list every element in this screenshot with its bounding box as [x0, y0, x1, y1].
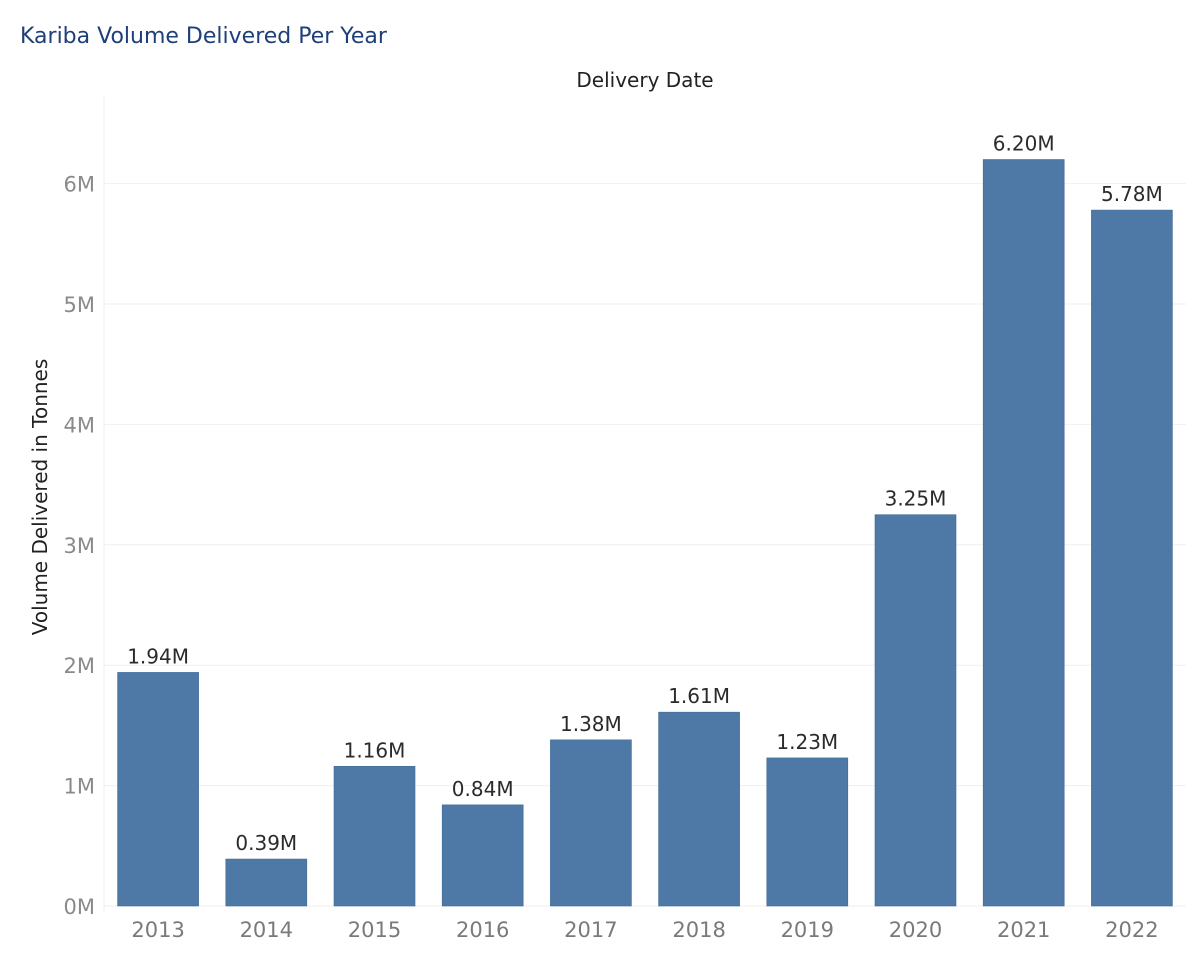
y-tick-label: 1M: [64, 775, 95, 799]
data-label: 5.78M: [1101, 182, 1163, 206]
y-axis: 0M 1M 2M 3M 4M 5M 6M: [64, 173, 95, 919]
data-label: 6.20M: [993, 132, 1055, 156]
bar-2019[interactable]: [766, 757, 849, 907]
y-tick-label: 4M: [64, 413, 95, 437]
bar-2022[interactable]: [1091, 209, 1173, 907]
y-tick-label: 5M: [64, 293, 95, 317]
data-label: 1.23M: [776, 730, 838, 754]
x-tick-label: 2014: [240, 918, 293, 942]
data-label: 1.38M: [560, 712, 622, 736]
data-label: 1.16M: [344, 738, 406, 762]
bar-2014[interactable]: [225, 858, 308, 907]
bar-2018[interactable]: [658, 711, 740, 907]
data-labels: 1.94M 0.39M 1.16M 0.84M 1.38M 1.61M 1.23M 3.25M…: [127, 132, 1163, 856]
x-tick-label: 2017: [564, 918, 617, 942]
y-tick-label: 3M: [64, 534, 95, 558]
data-label: 0.39M: [235, 831, 297, 855]
bar-2020[interactable]: [874, 514, 957, 907]
data-label: 3.25M: [885, 487, 947, 511]
bar-2021[interactable]: [982, 159, 1065, 907]
bar-2013[interactable]: [117, 672, 199, 907]
x-tick-label: 2021: [997, 918, 1050, 942]
x-axis: 2013 2014 2015 2016 2017 2018 2019 2020 2021 2022: [131, 918, 1158, 942]
bars: [117, 159, 1173, 907]
x-tick-label: 2018: [672, 918, 725, 942]
y-tick-label: 6M: [64, 173, 95, 197]
data-label: 1.94M: [127, 644, 189, 668]
bar-2016[interactable]: [441, 804, 524, 907]
y-axis-title: Volume Delivered in Tonnes: [28, 359, 52, 636]
top-axis-title: Delivery Date: [576, 68, 713, 92]
y-tick-label: 0M: [64, 895, 95, 919]
data-label: 1.61M: [668, 684, 730, 708]
data-label: 0.84M: [452, 777, 514, 801]
y-tick-label: 2M: [64, 654, 95, 678]
x-tick-label: 2013: [131, 918, 184, 942]
x-tick-label: 2022: [1105, 918, 1158, 942]
x-tick-label: 2020: [889, 918, 942, 942]
chart-title: Kariba Volume Delivered Per Year: [20, 24, 387, 49]
bar-2017[interactable]: [550, 739, 632, 907]
x-tick-label: 2015: [348, 918, 401, 942]
x-tick-label: 2019: [781, 918, 834, 942]
x-tick-label: 2016: [456, 918, 509, 942]
bar-2015[interactable]: [333, 766, 416, 907]
